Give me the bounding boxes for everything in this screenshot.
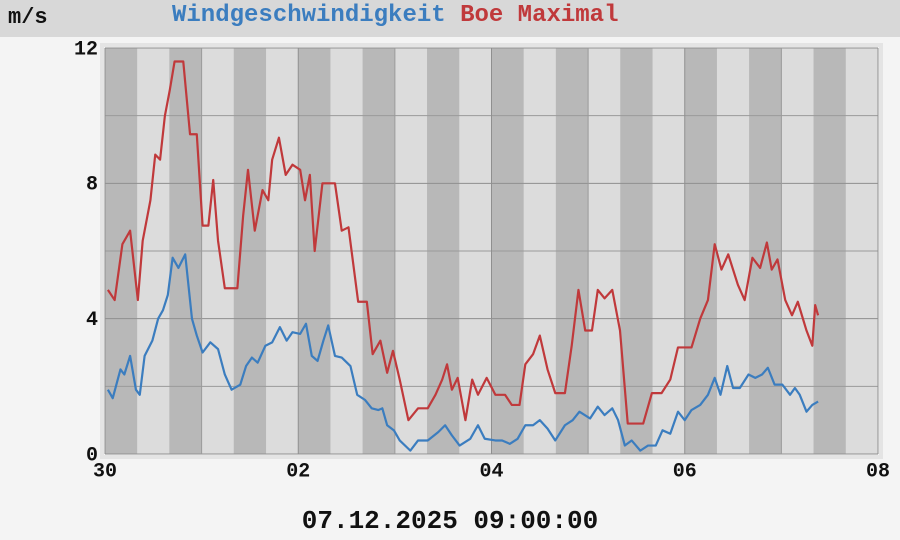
legend-entry: Boe Maximal <box>460 2 618 29</box>
legend: Windgeschwindigkeit Boe Maximal <box>172 2 619 29</box>
x-tick-label: 30 <box>93 460 117 483</box>
footer-timestamp: 07.12.2025 09:00:00 <box>302 506 598 536</box>
y-tick-label: 12 <box>74 38 98 61</box>
series-line <box>106 253 819 452</box>
plot-frame <box>100 43 883 459</box>
x-tick-label: 08 <box>866 460 890 483</box>
header-bar <box>0 0 900 37</box>
y-tick-label: 8 <box>86 174 98 197</box>
x-tick-label: 06 <box>673 460 697 483</box>
y-tick-label: 4 <box>86 309 98 332</box>
x-tick-label: 02 <box>286 460 310 483</box>
series-line <box>106 60 820 425</box>
legend-entry: Windgeschwindigkeit <box>172 2 446 29</box>
x-tick-label: 04 <box>479 460 503 483</box>
unit-label: m/s <box>8 5 48 30</box>
y-tick-label: 0 <box>86 444 98 467</box>
plot-area <box>104 47 879 455</box>
